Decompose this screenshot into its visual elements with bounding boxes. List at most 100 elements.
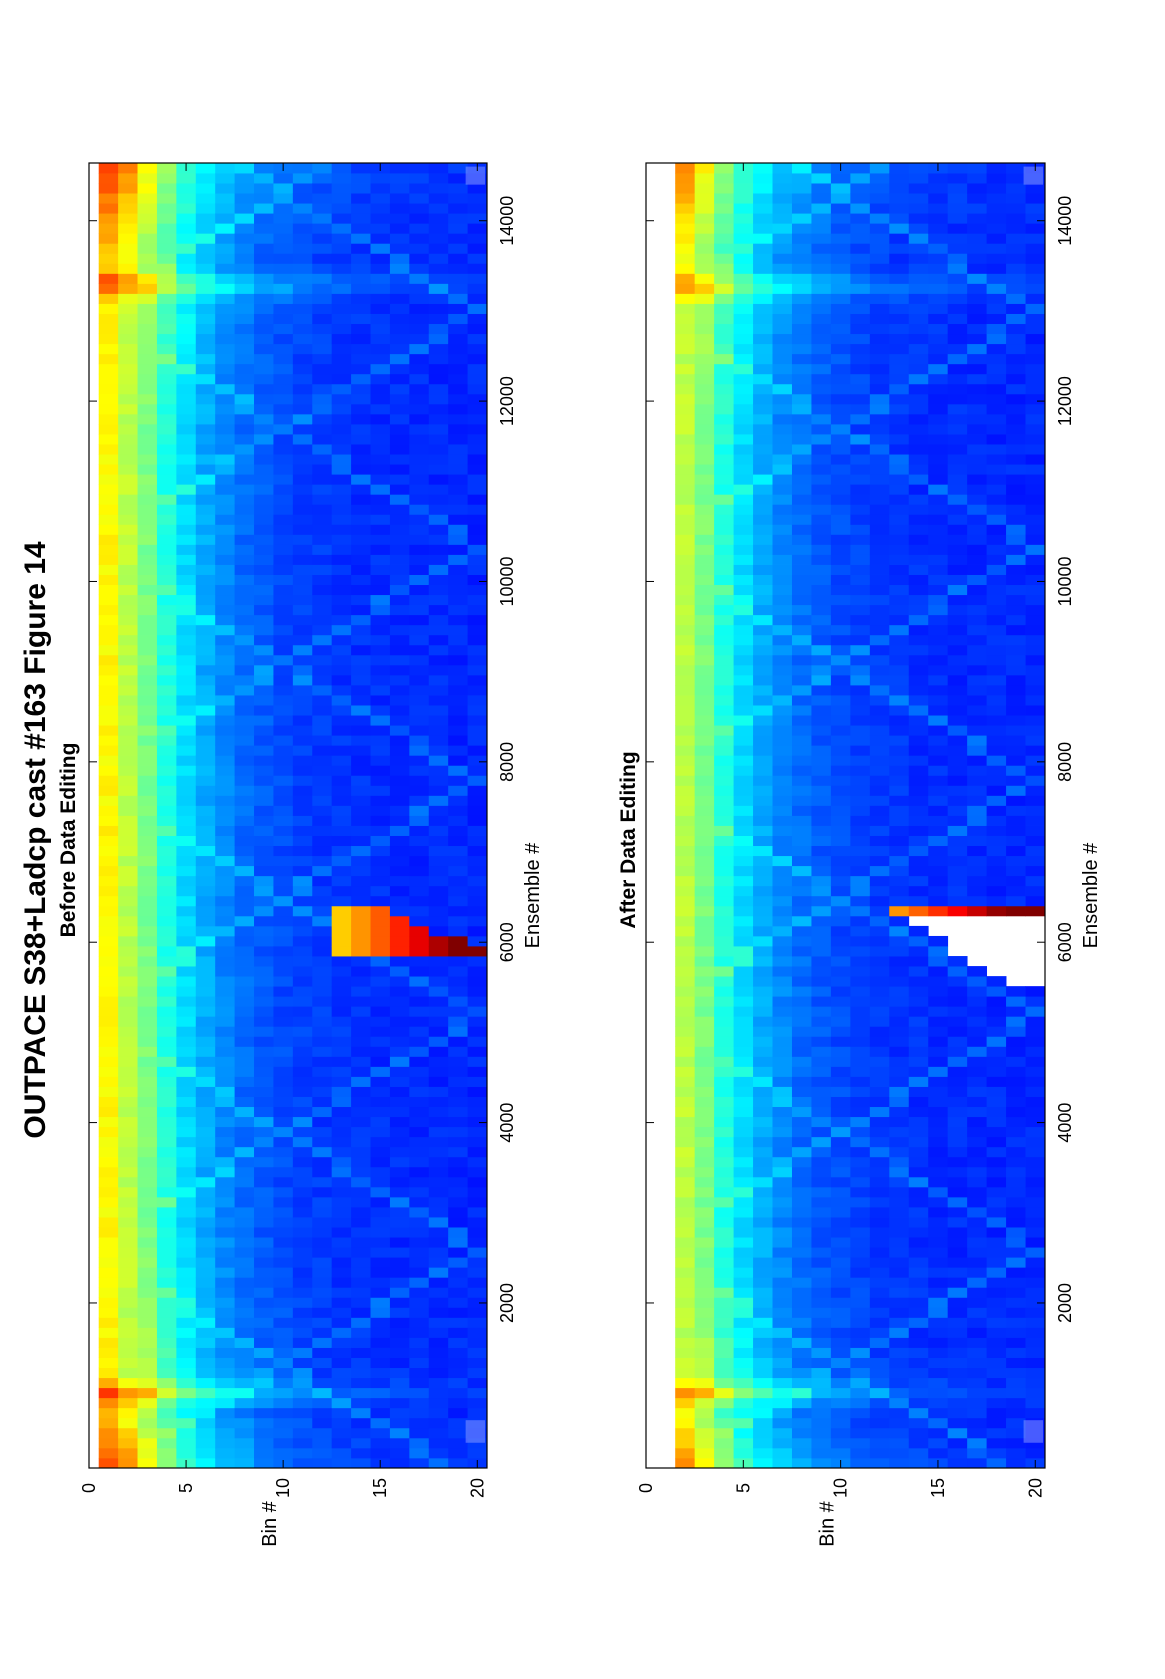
heatmap-cell [312,795,333,806]
heatmap-cell [675,283,696,294]
heatmap-cell [428,574,449,586]
heatmap-cell [811,1166,832,1178]
heatmap-cell [753,1166,773,1178]
heatmap-cell [889,895,910,907]
heatmap-cell [772,273,793,284]
heatmap-cell [928,1136,949,1148]
heatmap-cell [156,885,177,897]
heatmap-cell [967,695,988,706]
heatmap-cell [947,1337,968,1348]
heatmap-cell [986,1277,1007,1288]
heatmap-cell [733,1166,754,1178]
heatmap-cell [428,554,449,565]
heatmap-cell [908,695,929,706]
heatmap-cell [428,1357,449,1369]
heatmap-cell [467,624,488,636]
heatmap-cell [733,624,754,636]
heatmap-cell [215,544,236,555]
heatmap-cell [370,1387,391,1399]
heatmap-cell [889,1457,910,1469]
heatmap-cell [675,253,696,264]
heatmap-cell [467,705,488,716]
heatmap-cell [947,203,968,214]
heatmap-cell [448,644,468,656]
heatmap-cell [694,1207,715,1218]
heatmap-cell [215,966,236,977]
heatmap-cell [694,313,715,325]
heatmap-cell [409,624,430,636]
heatmap-cell [351,313,371,325]
heatmap-cell [409,805,430,816]
heatmap-cell [733,303,754,314]
heatmap-cell [254,1237,274,1248]
heatmap-cell [409,1347,430,1358]
heatmap-cell [98,273,119,284]
heatmap-cell [908,785,929,796]
heatmap-cell [753,403,773,415]
heatmap-cell [675,614,696,626]
heatmap-cell [850,1116,871,1128]
heatmap-cell [869,163,890,174]
heatmap-cell [967,484,988,495]
heatmap-cell [331,1066,352,1077]
heatmap-cell [986,735,1007,746]
heatmap-cell [370,915,391,927]
heatmap-cell [156,1297,177,1308]
heatmap-cell [389,614,410,626]
heatmap-cell [753,966,773,977]
heatmap-cell [351,203,371,214]
heatmap-cell [675,1217,696,1228]
heatmap-cell [448,213,468,224]
heatmap-cell [312,895,333,907]
heatmap-cell [215,1447,236,1459]
heatmap-cell [675,654,696,666]
heatmap-cell [292,946,313,957]
heatmap-cell [947,504,968,515]
heatmap-cell [675,1387,696,1399]
heatmap-cell [772,1407,793,1419]
heatmap-cell [967,173,988,184]
heatmap-cell [234,223,255,234]
heatmap-cell [254,715,274,726]
heatmap-cell [889,1136,910,1148]
heatmap-cell [830,434,851,445]
heatmap-cell [714,1287,734,1298]
heatmap-cell [850,564,871,575]
heatmap-cell [753,554,773,565]
heatmap-cell [234,935,255,947]
heatmap-cell [908,243,929,254]
heatmap-cell [195,594,216,606]
heatmap-cell [176,795,197,806]
heatmap-cell [928,203,949,214]
heatmap-cell [273,745,294,756]
heatmap-cell [733,1046,754,1057]
heatmap-cell [753,875,773,887]
heatmap-cell [850,895,871,907]
heatmap-cell [234,1227,255,1238]
heatmap-cell [694,1287,715,1298]
heatmap-cell [947,735,968,746]
heatmap-cell [98,1026,119,1037]
heatmap-cell [714,1357,734,1369]
heatmap-cell [694,1457,715,1469]
heatmap-cell [772,233,793,244]
heatmap-cell [889,685,910,696]
heatmap-cell [195,1217,216,1228]
heatmap-cell [273,1006,294,1017]
heatmap-cell [928,1126,949,1138]
heatmap-cell [351,554,371,565]
heatmap-cell [830,1287,851,1298]
heatmap-cell [967,1126,988,1138]
heatmap-cell [830,1277,851,1288]
heatmap-cell [772,1196,793,1208]
heatmap-cell [176,956,197,967]
heatmap-cell [986,474,1007,485]
heatmap-cell [830,1327,851,1338]
heatmap-cell [1006,1387,1026,1399]
heatmap-cell [753,293,773,304]
heatmap-cell [351,273,371,284]
heatmap-cell [753,1186,773,1198]
heatmap-cell [215,1146,236,1158]
heatmap-cell [448,594,468,606]
heatmap-cell [850,1427,871,1439]
